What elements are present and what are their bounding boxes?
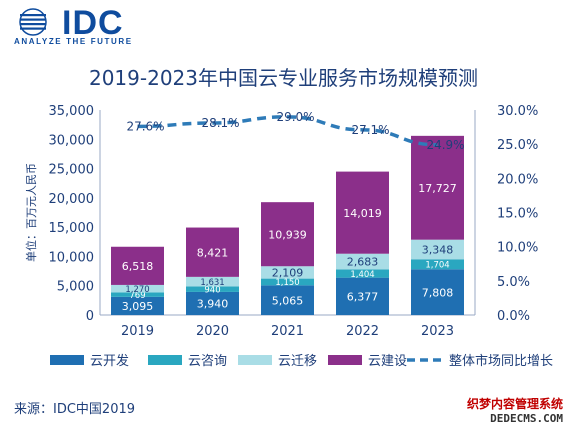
bar-label-consult: 940 [204, 285, 220, 295]
bar-migrate [186, 276, 239, 287]
bar-build [336, 171, 389, 254]
bar-dev [186, 291, 239, 315]
y2-tick-label: 0.0% [497, 309, 530, 324]
bar-label-migrate: 1,631 [200, 278, 224, 288]
legend-label: 云迁移 [278, 354, 317, 369]
watermark-line1: 织梦内容管理系统 [466, 397, 563, 411]
bar-build [111, 246, 164, 285]
watermark: 织梦内容管理系统 DEDECMS.COM [467, 395, 563, 425]
growth-line [137, 115, 438, 147]
bar-label-migrate: 2,109 [272, 267, 304, 280]
y-tick-label: 15,000 [49, 221, 95, 236]
x-tick-label: 2022 [346, 324, 379, 339]
bar-label-build: 6,518 [122, 260, 154, 273]
bar-label-dev: 6,377 [347, 291, 379, 304]
bar-consult [111, 292, 164, 297]
bar-label-dev: 3,940 [197, 298, 229, 311]
bar-consult [186, 286, 239, 292]
bar-label-consult: 769 [129, 291, 145, 301]
x-tick-label: 2019 [121, 324, 154, 339]
growth-label: 29.0% [276, 110, 314, 124]
bar-consult [336, 269, 389, 278]
y-tick-label: 10,000 [49, 250, 95, 265]
y-tick-label: 5,000 [57, 280, 94, 295]
bar-dev [336, 277, 389, 315]
y2-tick-label: 20.0% [497, 172, 538, 187]
x-tick-label: 2023 [421, 324, 454, 339]
bar-consult [261, 278, 314, 286]
bar-build [411, 135, 464, 240]
bar-consult [411, 259, 464, 270]
y2-tick-label: 30.0% [497, 104, 538, 119]
bar-dev [411, 269, 464, 315]
bar-label-consult: 1,404 [350, 270, 374, 280]
chart-title: 2019-2023年中国云专业服务市场规模预测 [88, 66, 478, 90]
bar-label-migrate: 3,348 [422, 244, 454, 257]
bar-label-migrate: 2,683 [347, 256, 379, 269]
bar-label-dev: 5,065 [272, 294, 304, 307]
growth-label: 24.9% [426, 138, 464, 152]
y-axis-label: 单位：百万元人民币 [24, 163, 38, 262]
y2-tick-label: 15.0% [497, 207, 538, 222]
bar-label-consult: 1,704 [425, 261, 449, 271]
y2-tick-label: 25.0% [497, 138, 538, 153]
bar-label-build: 8,421 [197, 246, 229, 259]
legend-label: 云咨询 [188, 354, 227, 369]
y-tick-label: 20,000 [49, 192, 95, 207]
legend-swatch [328, 355, 362, 365]
legend-swatch [238, 355, 272, 365]
bar-build [186, 227, 239, 277]
bar-label-dev: 3,095 [122, 300, 154, 313]
bar-migrate [261, 266, 314, 279]
legend-label: 整体市场同比增长 [449, 353, 553, 369]
source-note: 来源：IDC中国2019 [14, 402, 136, 417]
bar-migrate [336, 253, 389, 270]
bar-migrate [111, 284, 164, 293]
legend-label: 云建设 [368, 354, 407, 369]
logo-brand: IDC [62, 4, 124, 42]
y-tick-label: 25,000 [49, 163, 95, 178]
growth-label: 28.1% [201, 116, 239, 130]
bar-label-build: 14,019 [343, 207, 382, 220]
growth-label: 27.1% [351, 123, 389, 137]
bar-dev [261, 285, 314, 315]
growth-label: 27.6% [126, 119, 164, 133]
globe-icon [19, 8, 47, 36]
y2-tick-label: 10.0% [497, 241, 538, 256]
y-tick-label: 30,000 [49, 133, 95, 148]
x-tick-label: 2020 [196, 324, 229, 339]
bar-label-consult: 1,150 [275, 278, 299, 288]
y-tick-label: 0 [86, 309, 94, 324]
bar-migrate [411, 239, 464, 260]
bar-label-build: 17,727 [418, 182, 457, 195]
watermark-line2: DEDECMS.COM [490, 412, 563, 425]
bar-label-build: 10,939 [268, 228, 307, 241]
bar-dev [111, 296, 164, 315]
y-tick-label: 35,000 [49, 104, 95, 119]
legend-swatch [148, 355, 182, 365]
legend-label: 云开发 [90, 353, 129, 369]
bar-build [261, 202, 314, 267]
idc-logo: IDC ANALYZE THE FUTURE [6, 4, 156, 48]
bar-label-dev: 7,808 [422, 286, 454, 299]
logo-tagline: ANALYZE THE FUTURE [14, 37, 133, 46]
bar-label-migrate: 1,270 [125, 285, 149, 295]
y2-tick-label: 5.0% [497, 275, 530, 290]
x-tick-label: 2021 [271, 324, 304, 339]
legend-swatch [50, 355, 84, 365]
